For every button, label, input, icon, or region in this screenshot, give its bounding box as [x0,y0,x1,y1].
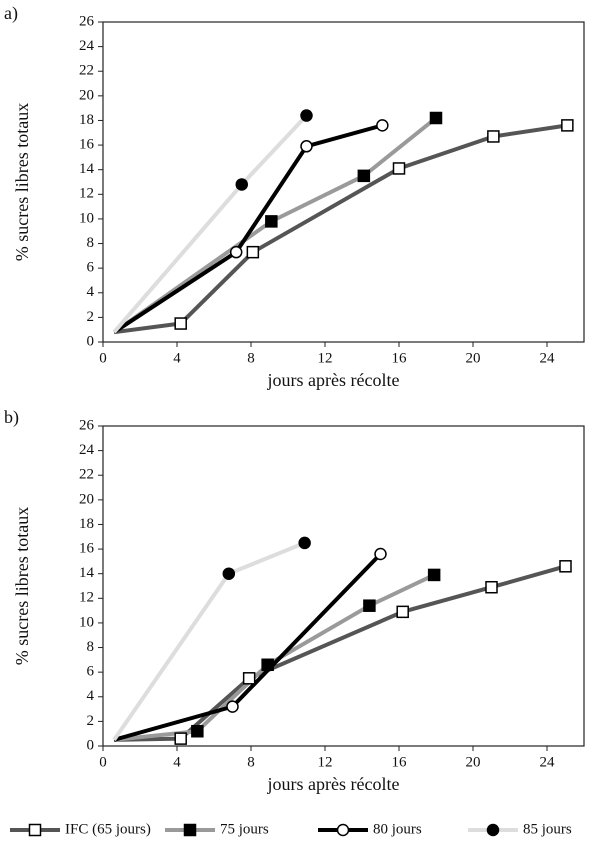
y-tick-label: 12 [79,186,94,202]
y-tick-label: 0 [87,737,95,753]
marker [265,215,278,228]
y-tick-label: 6 [87,260,95,276]
y-tick-label: 6 [87,664,95,680]
marker [363,599,376,612]
x-tick-label: 24 [540,754,556,770]
y-tick-label: 16 [79,541,95,557]
y-axis-label: % sucres libres totaux [12,507,32,665]
x-tick-label: 8 [247,754,255,770]
marker [357,169,371,183]
marker [485,580,498,594]
y-tick-label: 18 [79,516,94,532]
marker [222,567,236,580]
marker [174,317,187,330]
y-tick-label: 14 [79,565,95,581]
marker [174,732,187,745]
marker [561,119,574,132]
marker [261,658,274,672]
legend-label: 75 jours [220,821,269,837]
y-tick-label: 0 [87,333,95,349]
marker [300,140,313,153]
x-tick-label: 4 [173,350,181,366]
x-tick-label: 8 [247,350,255,366]
x-tick-label: 24 [540,350,556,366]
y-tick-label: 26 [79,13,95,29]
legend-label: 85 jours [523,821,572,837]
x-tick-label: 0 [99,350,107,366]
x-axis-label: jours après récolte [267,370,400,390]
y-tick-label: 14 [79,161,95,177]
y-tick-label: 4 [87,284,95,300]
marker [298,536,311,550]
y-tick-label: 2 [87,713,95,729]
x-tick-label: 4 [173,754,181,770]
legend-marker [183,823,197,837]
x-tick-label: 12 [318,754,333,770]
panel-label: b) [4,407,19,428]
y-tick-label: 24 [79,442,95,458]
series-line [113,573,436,742]
legend-marker [28,823,42,837]
y-tick-label: 26 [79,417,95,433]
marker [376,119,389,132]
series-line [112,541,306,741]
y-tick-label: 2 [87,309,95,325]
marker [226,700,239,713]
plot-frame [102,21,585,343]
series-line [112,114,308,334]
marker [229,245,243,259]
marker [396,605,409,619]
x-tick-label: 16 [392,350,408,366]
marker [429,111,443,125]
series-line [113,552,382,742]
marker [374,547,387,561]
plot-frame [102,425,585,747]
y-tick-label: 16 [79,137,95,153]
series-line [113,123,383,334]
marker [242,672,256,685]
y-tick-label: 20 [79,87,94,103]
y-tick-label: 22 [79,467,94,483]
y-tick-label: 4 [87,688,95,704]
marker [427,568,441,582]
y-tick-label: 12 [79,590,94,606]
y-tick-label: 8 [87,639,95,655]
legend-label: IFC (65 jours) [65,821,151,837]
legend-label: 80 jours [373,821,422,837]
y-axis-label: % sucres libres totaux [12,103,32,261]
y-tick-label: 24 [79,38,95,54]
x-tick-label: 20 [466,350,481,366]
marker [392,162,406,175]
y-tick-label: 22 [79,63,94,79]
legend-marker [486,823,500,837]
series-line [113,123,568,335]
marker [246,245,260,259]
y-tick-label: 8 [87,235,95,251]
series-line [114,564,567,742]
marker [235,178,248,191]
y-tick-label: 20 [79,491,94,507]
x-axis-label: jours après récolte [267,774,400,794]
x-tick-label: 12 [318,350,333,366]
panel-label: a) [4,3,18,24]
y-tick-label: 18 [79,112,94,128]
x-tick-label: 16 [392,754,408,770]
y-tick-label: 10 [79,614,94,630]
marker [559,560,572,573]
series-line [112,116,438,334]
marker [487,130,500,143]
x-tick-label: 20 [466,754,481,770]
x-tick-label: 0 [99,754,107,770]
marker [191,724,204,738]
y-tick-label: 10 [79,210,94,226]
marker [300,109,313,122]
legend-marker [336,823,350,837]
